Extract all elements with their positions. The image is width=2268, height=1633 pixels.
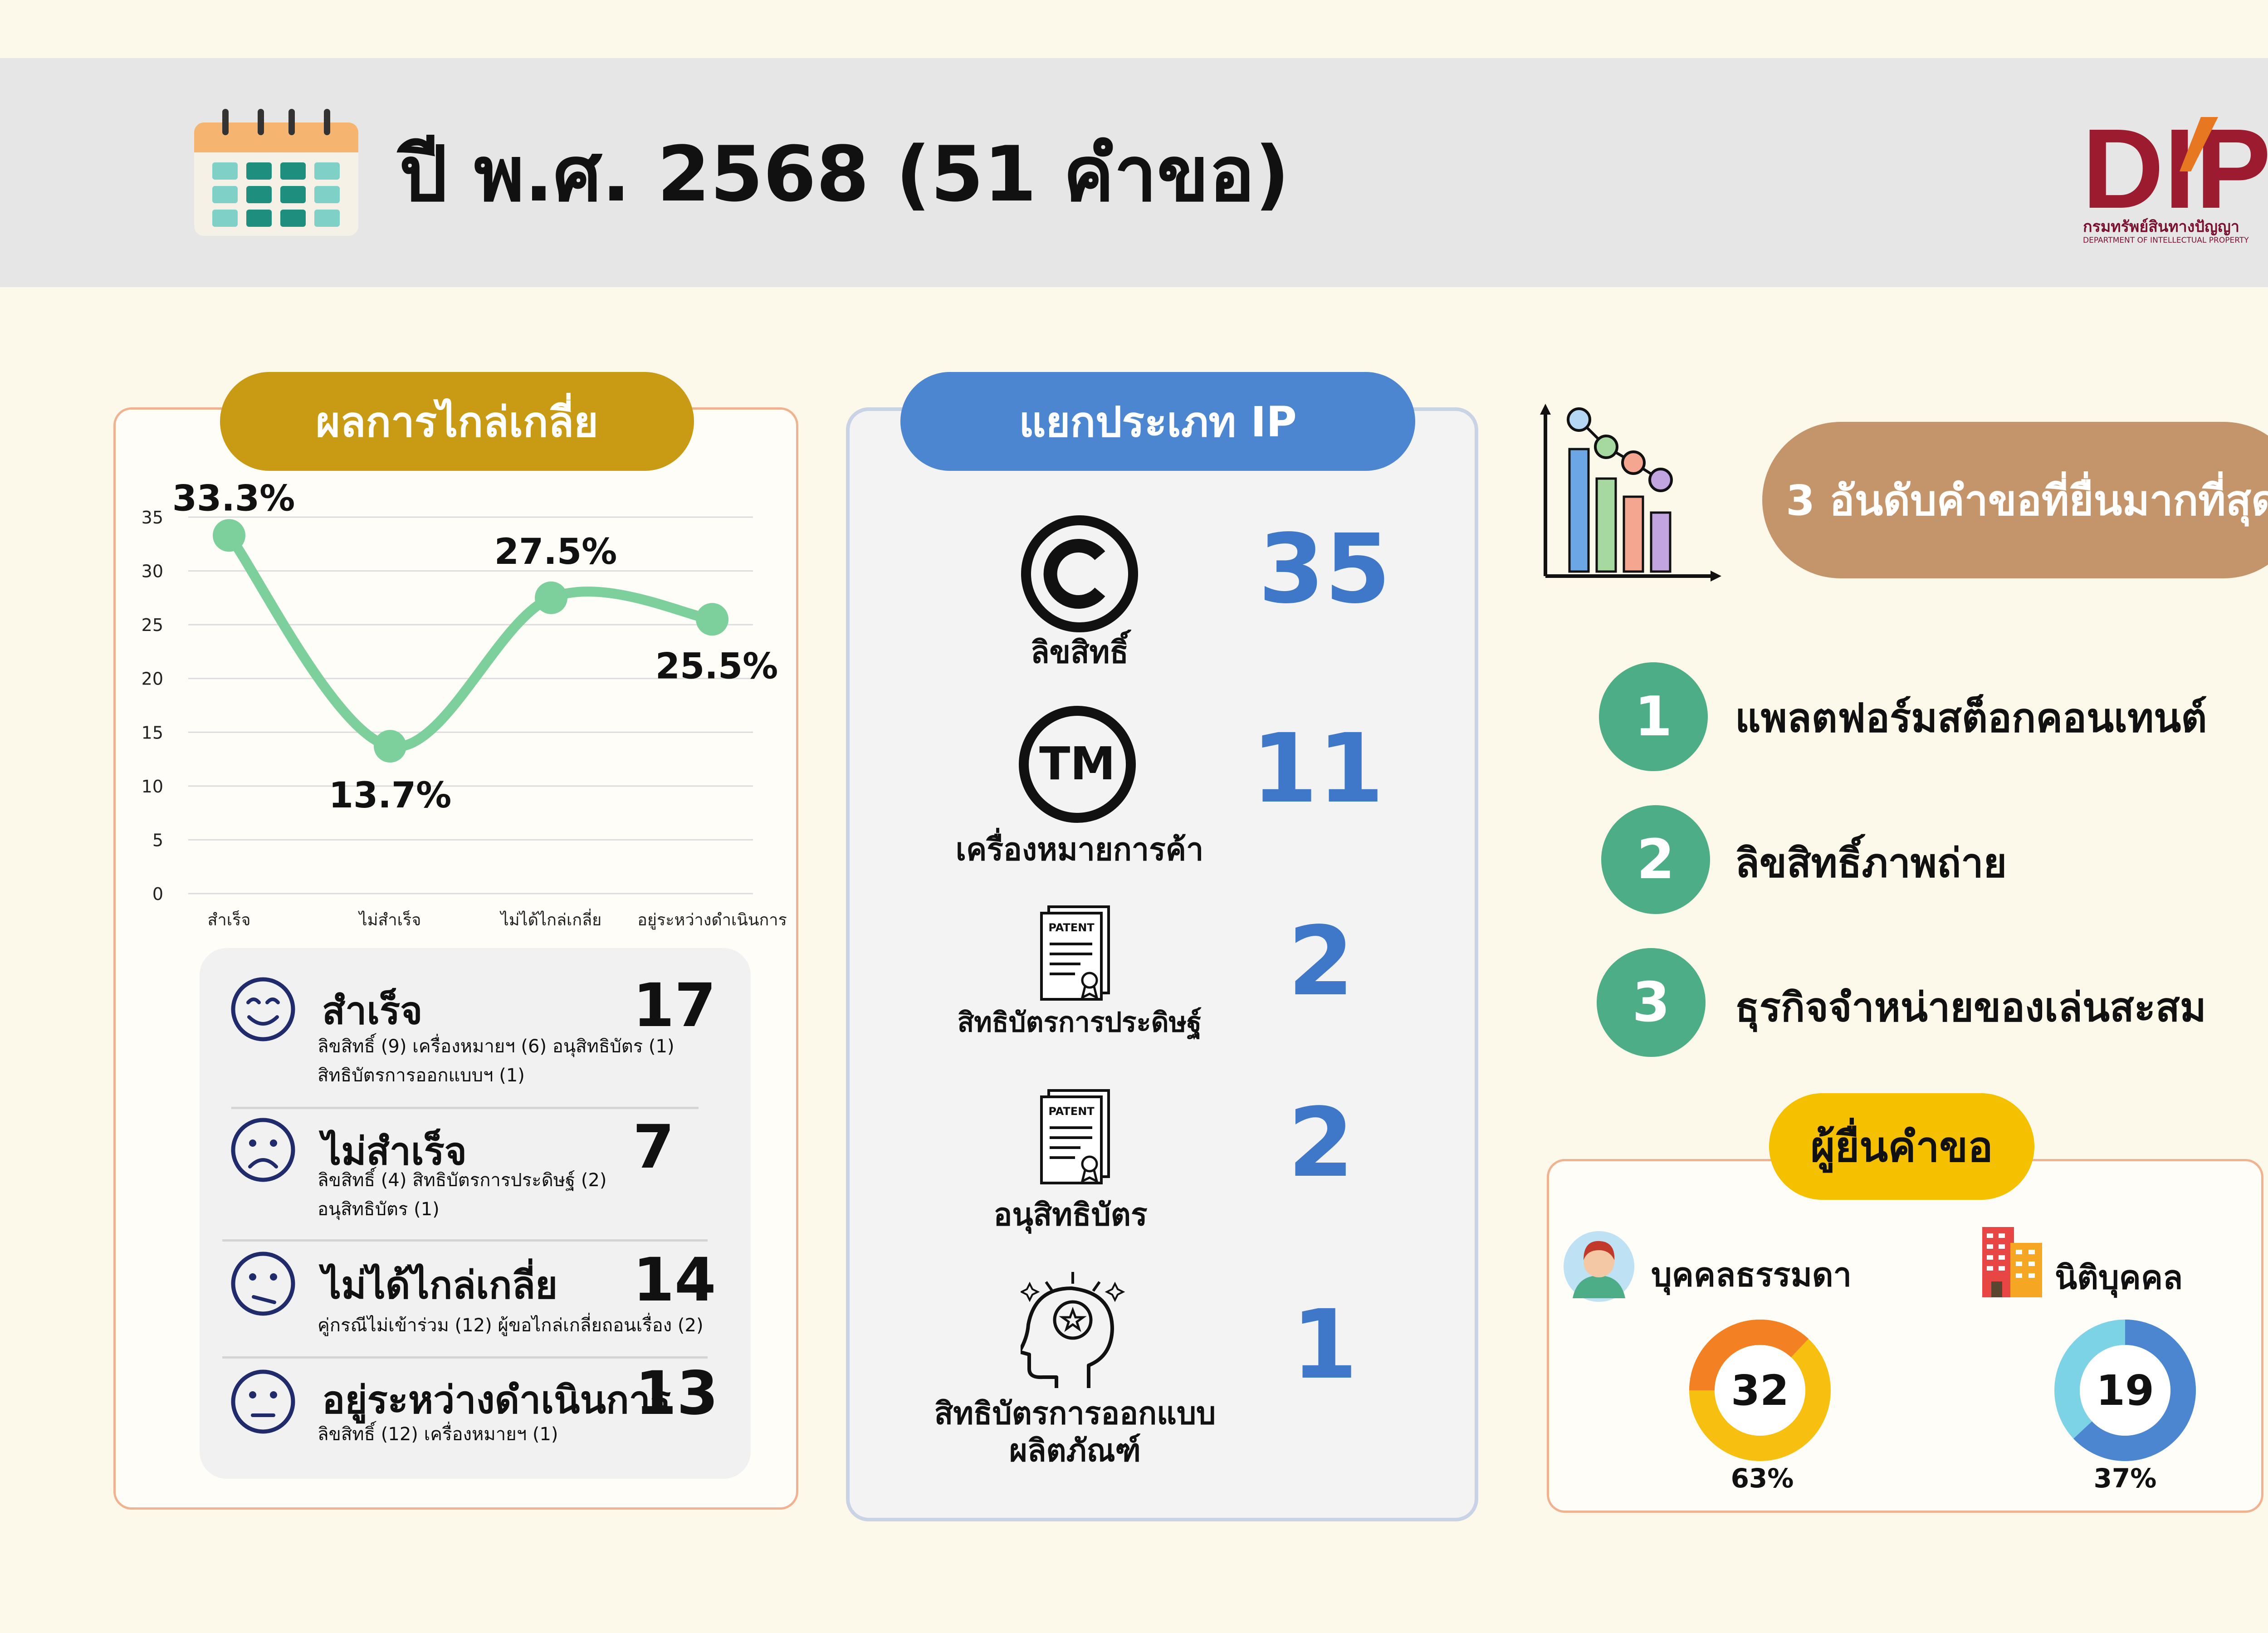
x-tick-label: สำเร็จ (208, 909, 251, 929)
y-tick-label: 20 (142, 669, 163, 689)
ip-type-label: เครื่องหมายการค้า (955, 832, 1204, 868)
happy-face-icon (231, 977, 295, 1041)
ip-type-label: สิทธิบัตรการออกแบบ (934, 1396, 1216, 1432)
donut-segment (1689, 1320, 1831, 1461)
patent-document-icon: PATENT (1040, 905, 1110, 1001)
y-tick-label: 35 (142, 508, 163, 528)
data-point (696, 603, 728, 636)
result-detail: ลิขสิทธิ์ (12) เครื่องหมายฯ (1) (318, 1424, 558, 1445)
mediation-line-chart: 0 5 10 15 20 25 30 35 สำเร็จ ไม่สำเร็จ ไม่ได้ไกล่เ… (142, 481, 787, 930)
result-title: ไม่ได้ไกล่เกลี่ย (322, 1263, 558, 1307)
rank-label: ธุรกิจจำหน่ายของเล่นสะสม (1735, 984, 2206, 1031)
rank-badge: 1 (1599, 662, 1708, 771)
page-title: ปี พ.ศ. 2568 (51 คำขอ) (399, 130, 1290, 219)
sad-face-icon (231, 1118, 295, 1182)
dip-logo: DIP (2082, 105, 2268, 232)
bar-chart-icon (1540, 404, 1721, 582)
result-count: 17 (633, 971, 716, 1041)
logo-subtitle-en: DEPARTMENT OF INTELLECTUAL PROPERTY (2083, 236, 2249, 245)
trademark-icon: TM (1019, 706, 1136, 823)
mediation-results-box: สำเร็จ 17 ลิขสิทธิ์ (9) เครื่องหมายฯ (6)… (200, 948, 751, 1479)
y-tick-label: 5 (152, 830, 163, 850)
result-count: 14 (633, 1245, 716, 1315)
rank-label: ลิขสิทธิ์ภาพถ่าย (1735, 840, 2007, 886)
data-label: 25.5% (655, 646, 778, 687)
result-title: อยู่ระหว่างดำเนินการ (322, 1378, 671, 1422)
divider (222, 1239, 708, 1242)
ip-type-count: 1 (1291, 1289, 1358, 1400)
y-tick-label: 10 (142, 777, 163, 797)
data-label: 27.5% (494, 532, 617, 572)
donut-segment (2054, 1320, 2196, 1461)
design-idea-head-icon (1021, 1272, 1125, 1388)
result-detail: คู่กรณีไม่เข้าร่วม (12) ผู้ขอไกล่เกลี่ยถ… (318, 1315, 704, 1336)
y-tick-label: 30 (142, 562, 163, 582)
neutral-face-icon (231, 1369, 295, 1434)
rank-label: แพลตฟอร์มสต็อกคอนเทนต์ (1735, 694, 2207, 741)
dip-logo-text: DIP (2082, 105, 2268, 232)
result-count: 13 (635, 1359, 719, 1428)
copyright-icon (1021, 515, 1138, 632)
x-tick-label: ไม่ได้ไกล่เกลี่ย (499, 909, 602, 929)
data-point (535, 581, 567, 614)
result-title: ไม่สำเร็จ (322, 1129, 467, 1173)
result-detail: อนุสิทธิบัตร (1) (318, 1199, 440, 1220)
applicant-percent: 37% (2093, 1463, 2157, 1494)
buildings-icon (1982, 1227, 2042, 1297)
header-band (0, 58, 2268, 287)
result-detail: ลิขสิทธิ์ (9) เครื่องหมายฯ (6) อนุสิทธิบ… (318, 1036, 675, 1057)
trademark-icon-text: TM (1039, 737, 1115, 790)
calendar-icon (194, 109, 358, 236)
result-detail: สิทธิบัตรการออกแบบฯ (1) (318, 1065, 525, 1086)
y-tick-label: 25 (142, 615, 163, 635)
y-tick-label: 15 (142, 723, 163, 743)
donut-count: 19 (2096, 1366, 2154, 1415)
person-avatar-icon (1564, 1231, 1634, 1302)
skeptical-face-icon (231, 1252, 295, 1316)
juristic-donut-chart: 19 (2054, 1320, 2196, 1461)
data-point (374, 730, 406, 763)
data-point (213, 519, 245, 552)
ip-type-label: สิทธิบัตรการประดิษฐ์ (957, 1007, 1202, 1038)
donut-hole (2080, 1345, 2170, 1436)
ip-type-count: 2 (1287, 906, 1354, 1017)
ip-type-count: 11 (1251, 713, 1384, 824)
ip-type-label: อนุสิทธิบัตร (993, 1197, 1148, 1233)
data-label: 13.7% (329, 775, 452, 816)
ip-type-count: 2 (1287, 1087, 1354, 1198)
individual-donut-chart: 32 (1689, 1320, 1831, 1461)
applicant-label: บุคคลธรรมดา (1651, 1256, 1852, 1294)
logo-subtitle-th: กรมทรัพย์สินทางปัญญา (2083, 218, 2239, 236)
series-line (224, 530, 717, 752)
rank-badge: 3 (1597, 948, 1706, 1057)
ip-type-count: 35 (1258, 513, 1391, 625)
data-label: 33.3% (172, 481, 295, 519)
patent-document-icon: PATENT (1040, 1089, 1110, 1184)
y-tick-label: 0 (152, 884, 163, 904)
donut-hole (1715, 1345, 1805, 1436)
result-title: สำเร็จ (322, 988, 423, 1033)
applicant-percent: 63% (1730, 1463, 1794, 1494)
donut-count: 32 (1731, 1366, 1789, 1415)
patent-icon-text: PATENT (1048, 921, 1095, 934)
result-detail: ลิขสิทธิ์ (4) สิทธิบัตรการประดิษฐ์ (2) (318, 1170, 607, 1191)
mediation-heading: ผลการไกล่เกลี่ย (220, 372, 694, 471)
ip-type-label: ลิขสิทธิ์ (1031, 635, 1129, 670)
ip-types-heading: แยกประเภท IP (900, 372, 1415, 471)
result-count: 7 (633, 1112, 675, 1182)
rank-badge: 2 (1601, 805, 1710, 914)
applicants-heading: ผู้ยื่นคำขอ (1769, 1093, 2034, 1200)
patent-icon-text: PATENT (1048, 1105, 1095, 1118)
ip-type-label-line2: ผลิตภัณฑ์ (1009, 1433, 1141, 1469)
x-tick-label: อยู่ระหว่างดำเนินการ (637, 911, 787, 930)
divider (231, 1107, 699, 1109)
applicant-label: นิติบุคคล (2055, 1258, 2183, 1296)
x-tick-label: ไม่สำเร็จ (358, 909, 421, 929)
top3-heading: 3 อันดับคำขอที่ยื่นมากที่สุด (1762, 422, 2268, 578)
divider (222, 1356, 708, 1359)
